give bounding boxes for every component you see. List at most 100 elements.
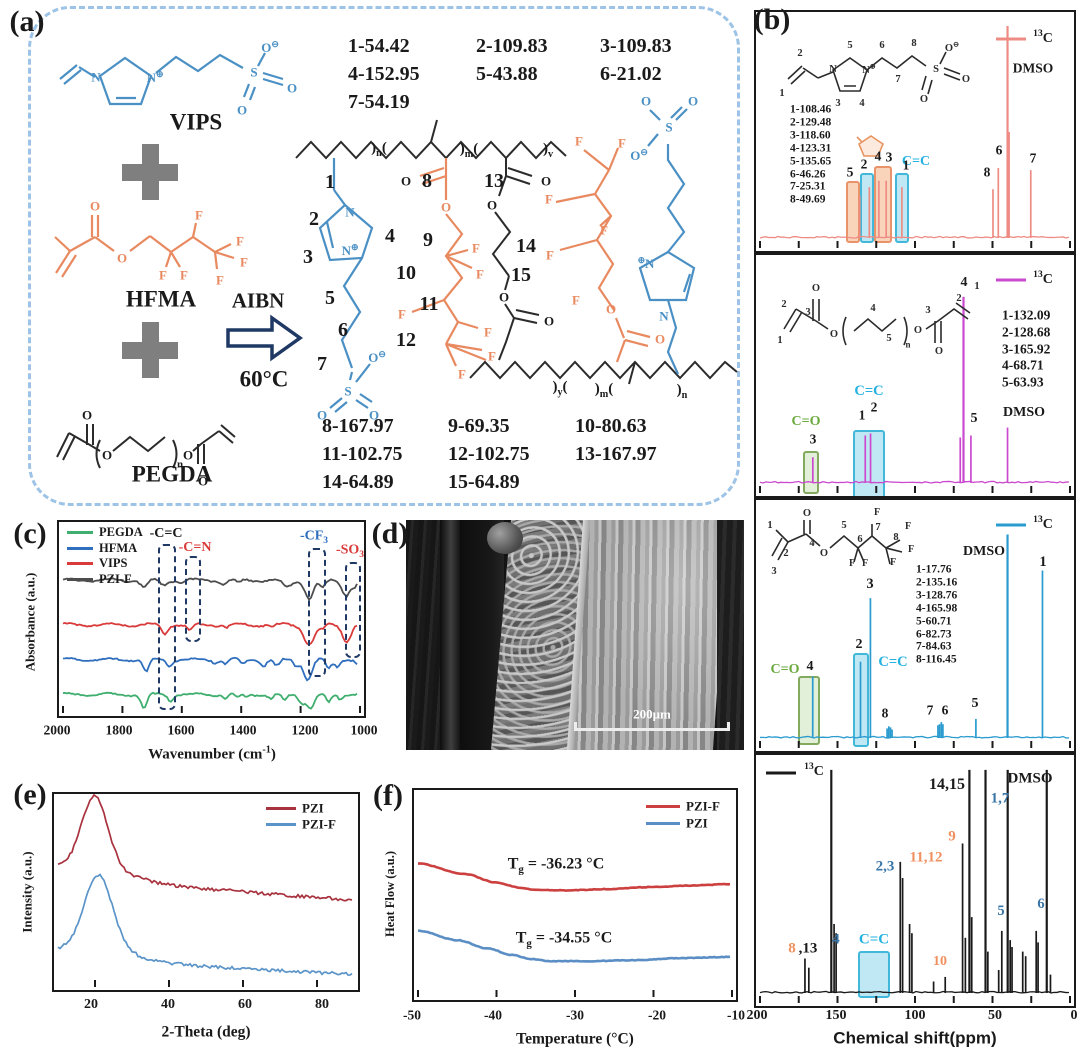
nmr-frame-hfma: 13C DMSO C=O C=C 4 2 3 8 7 6 5 1 1 2 3 4 O O 5 6 F F 7 F 8 F F F 1-1… [754, 498, 1076, 753]
assignment-item: 1-108.46 [790, 103, 832, 116]
nmr-label: O [802, 507, 812, 519]
nmr-label: 2 [860, 156, 868, 172]
nmr-label: 6 [857, 533, 863, 545]
panel-c-ftir: -C=C -C=N -CF3 -SO3 PEGDA HFMA VIPS PZI-F (c) 20… [0, 514, 377, 776]
nmr-label: 3 [809, 431, 817, 447]
axis-text: 60 [238, 997, 252, 1012]
scheme-text: AIBN [231, 288, 285, 313]
assignment-item: 2-135.16 [916, 576, 958, 589]
dsc-frame: PZI-F PZI Tg = -36.23 °C Tg = -34.55 °C [412, 788, 738, 1002]
axis-text: 0 [1070, 1008, 1078, 1023]
scheme-text: 10 [396, 262, 416, 284]
nmr-label: 6 [879, 39, 885, 51]
scheme-text: 2 [309, 208, 319, 230]
nmr-label: DMSO [1007, 770, 1053, 787]
nmr-frame-pegda: 13C DMSO C=O 3 C=C 1 2 4 5 O 2 3 1 O 4 5 n O 3 O 2 1 1-132.09 2… [754, 253, 1076, 498]
ftir-band-label: -C=C [149, 526, 183, 541]
axis-text: -20 [648, 1007, 666, 1023]
scheme-text: F [484, 324, 492, 340]
scheme-text: )n( [371, 139, 387, 159]
nmr-label: 8 [881, 705, 889, 721]
axis-text: 1000 [350, 722, 378, 738]
nmr-label: O [829, 328, 839, 340]
plus-icon [122, 144, 178, 378]
highlight-box [860, 173, 874, 243]
ftir-curve-PEGDA [62, 691, 358, 710]
assignment-item: 2-129.48 [790, 116, 832, 129]
legend-label-VIPS: VIPS [99, 555, 128, 570]
xrd-curve-PZI-F [57, 873, 353, 976]
nmr-label: 5 [997, 902, 1005, 919]
nmr-label: 11,12 [909, 849, 943, 866]
nmr-label: 5 [841, 519, 847, 531]
scheme-text: )v [542, 140, 554, 160]
highlight-box [846, 181, 860, 243]
assignment-item: 5-63.93 [1002, 374, 1044, 390]
scheme-text: )m( [594, 380, 614, 400]
scheme-text: O [654, 331, 666, 347]
panel-d-sem: 200μm (d) [370, 514, 750, 776]
legend-label-PZI-F: PZI-F [302, 816, 336, 832]
scheme-text: O [498, 289, 510, 305]
highlight-box [858, 951, 890, 998]
hfma-inset-structure [771, 520, 903, 565]
nmr-label: 10 [933, 954, 947, 969]
sem-scale-label: 200μm [633, 706, 671, 722]
scheme-text: S [665, 119, 673, 135]
scheme-text: O [182, 447, 194, 463]
nmr-label: 4 [870, 302, 876, 314]
scheme-text: F [236, 233, 244, 249]
axis-text: Temperature (°C) [516, 1030, 634, 1048]
nmr-label: DMSO [1003, 405, 1045, 420]
panel-e-xrd: PZI PZI-F (e) 20 40 60 80 2-Theta (deg) Intensi… [0, 776, 370, 1052]
nmr-label: 1 [779, 87, 785, 99]
highlight-box [874, 166, 892, 243]
assignment-item: 8-116.45 [916, 653, 957, 666]
nmr-label: 3 [925, 304, 931, 316]
nmr-label: C=C [854, 382, 884, 399]
axis-text: 1200 [291, 722, 319, 738]
assignment-item: 4-123.31 [790, 141, 832, 154]
scheme-text: 12 [396, 329, 416, 351]
polymer-backbone [295, 119, 738, 385]
dsc-curve-PZI-F [417, 862, 731, 892]
nmr-label: 13C [1033, 29, 1053, 46]
scheme-text: 14 [516, 235, 536, 257]
scheme-text: O [236, 102, 248, 118]
nmr-label: 5 [970, 411, 978, 426]
scheme-text: F [545, 191, 553, 207]
scheme-text: 8 [422, 170, 432, 192]
shift-assignment: 1-54.42 [348, 35, 410, 57]
scheme-text: 15 [511, 264, 531, 286]
sem-left-texture [406, 520, 444, 750]
hfma-structure [54, 215, 235, 278]
dashed-highlight-box [185, 556, 201, 642]
scheme-text: N [659, 308, 669, 324]
nmr-label: O [819, 547, 829, 559]
nmr-label: 13C [804, 762, 824, 779]
nmr-label: C=O [791, 414, 821, 429]
dashed-highlight-box [308, 548, 326, 677]
assignment-item: 7-25.31 [790, 180, 826, 193]
nmr-label: C=C [901, 154, 931, 169]
ftir-band-label: -CF3 [299, 528, 329, 547]
axis-text: 100 [904, 1008, 926, 1023]
scheme-text: 4 [385, 225, 395, 247]
legend-label-PZI-F: PZI-F [686, 798, 720, 814]
ftir-band-label: -SO3 [335, 542, 365, 561]
scheme-text: O [540, 173, 552, 189]
nmr-label: F [861, 558, 869, 569]
nmr-label: 1 [1039, 553, 1047, 570]
nmr-label: 4 [859, 97, 865, 109]
highlight-box [853, 430, 885, 496]
assignment-item: 5-135.65 [790, 154, 832, 167]
axis-text: 1400 [229, 722, 257, 738]
assignment-item: 3-128.76 [916, 589, 958, 602]
scheme-text: )y( [552, 378, 568, 398]
panel-f-dsc: PZI-F PZI Tg = -36.23 °C Tg = -34.55 °C (f)… [370, 776, 746, 1052]
scheme-text: 5 [325, 287, 335, 309]
axis-text: 150 [825, 1008, 847, 1023]
nmr-label: 7 [895, 73, 901, 85]
legend-label-HFMA: HFMA [99, 540, 138, 555]
